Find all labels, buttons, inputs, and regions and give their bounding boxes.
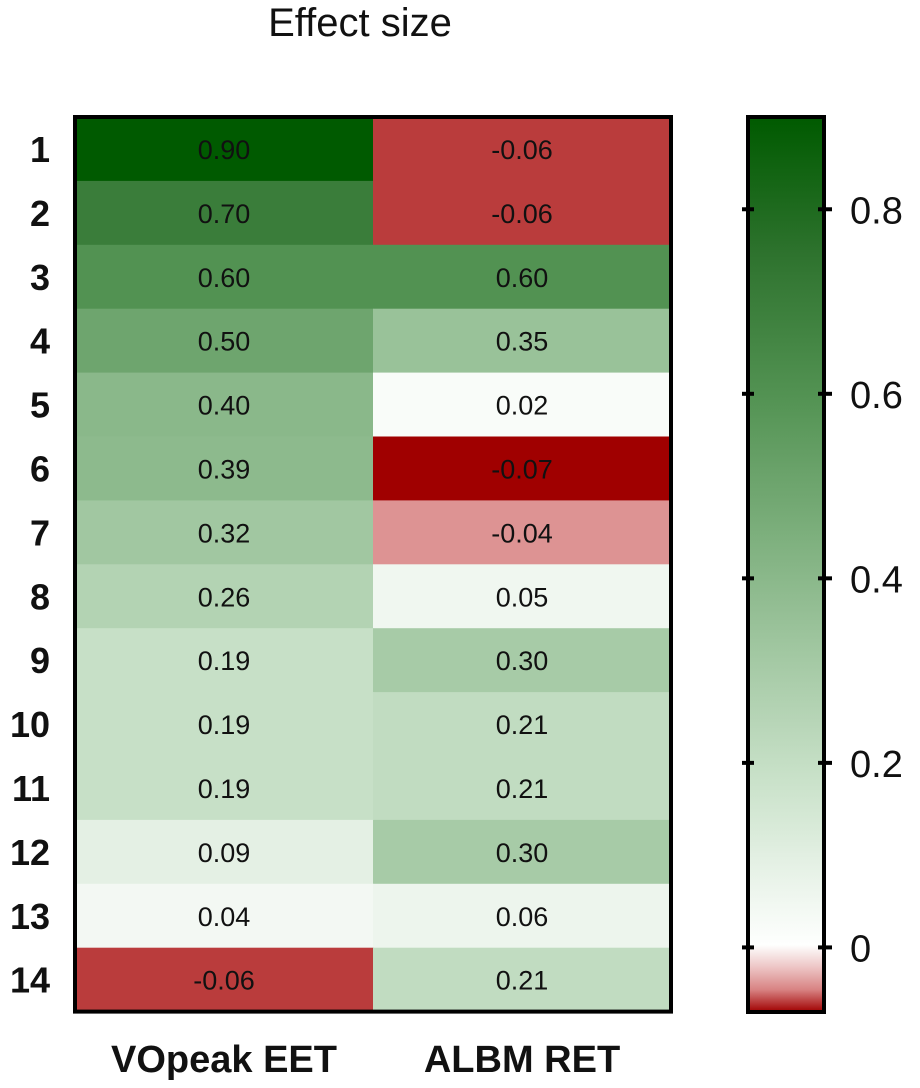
row-label: 12 <box>10 832 50 873</box>
cell-value-label: -0.06 <box>491 135 553 165</box>
heatmap-cell <box>75 436 374 501</box>
colorbar-tick-label: 0.4 <box>850 559 903 601</box>
heatmap-cell <box>75 628 374 693</box>
heatmap-cell <box>75 947 374 1013</box>
row-label: 7 <box>30 512 50 553</box>
colorbar-tick-label: 0.8 <box>850 190 903 232</box>
heatmap-cell <box>373 244 672 310</box>
colorbar-tick-label: 0.2 <box>850 744 903 786</box>
cell-value-label: 0.30 <box>496 646 549 676</box>
cell-value-label: 0.19 <box>198 646 251 676</box>
row-label: 3 <box>30 257 50 298</box>
cell-value-label: -0.07 <box>491 454 553 484</box>
cell-value-label: 0.40 <box>198 391 251 421</box>
row-label: 1 <box>30 129 50 170</box>
cell-value-label: -0.06 <box>193 966 255 996</box>
row-label: 13 <box>10 896 50 937</box>
cell-value-label: 0.35 <box>496 327 549 357</box>
row-label: 8 <box>30 576 50 617</box>
heatmap-cell <box>373 564 672 629</box>
cell-value-label: 0.32 <box>198 518 251 548</box>
row-label: 9 <box>30 640 50 681</box>
heatmap-border <box>73 115 673 1014</box>
colorbar: 0 0.2 0.4 0.6 0.8 <box>742 115 903 1014</box>
heatmap-cell <box>373 947 672 1013</box>
heatmap-cells <box>75 117 672 1013</box>
cell-value-label: 0.04 <box>198 902 251 932</box>
heatmap-cell <box>373 308 672 374</box>
heatmap-cell <box>75 372 374 437</box>
heatmap-cell <box>373 692 672 757</box>
heatmap-cell <box>373 756 672 821</box>
cell-value-label: 0.09 <box>198 838 251 868</box>
cell-value-label: 0.06 <box>496 902 549 932</box>
heatmap-cell <box>75 819 374 885</box>
heatmap-cell <box>75 308 374 374</box>
heatmap-cell <box>75 117 374 182</box>
colorbar-gradient <box>746 115 826 1014</box>
heatmap-cell <box>75 692 374 757</box>
heatmap-cell <box>373 372 672 437</box>
column-labels: VOpeak EET ALBM RET <box>111 1039 620 1081</box>
heatmap-cell <box>373 628 672 693</box>
cell-value-label: 0.26 <box>198 582 251 612</box>
row-label: 11 <box>12 768 50 809</box>
cell-value-label: 0.90 <box>198 135 251 165</box>
cell-value-label: -0.06 <box>491 199 553 229</box>
cell-value-label: 0.60 <box>198 263 251 293</box>
row-label: 6 <box>30 448 50 489</box>
row-label: 14 <box>10 960 50 1001</box>
cell-value-label: 0.50 <box>198 327 251 357</box>
cell-value-label: 0.02 <box>496 391 549 421</box>
heatmap-cell <box>75 564 374 629</box>
cell-value-label: 0.05 <box>496 582 549 612</box>
row-label: 2 <box>30 193 50 234</box>
heatmap-cell <box>75 500 374 565</box>
cell-value-label: 0.21 <box>496 966 549 996</box>
heatmap-cell <box>373 180 672 246</box>
cell-value-label: 0.19 <box>198 774 251 804</box>
colorbar-tick-label: 0 <box>850 928 871 970</box>
colorbar-tick-label: 0.6 <box>850 375 903 417</box>
heatmap-cell <box>373 436 672 501</box>
heatmap-cell <box>373 819 672 885</box>
heatmap-cell-labels: 0.90 -0.06 0.70 -0.06 0.60 0.60 0.50 0.35 0.40 0.… <box>193 135 553 996</box>
heatmap-cell <box>75 180 374 246</box>
heatmap-cell <box>373 500 672 565</box>
cell-value-label: 0.21 <box>496 774 549 804</box>
row-label: 10 <box>10 704 50 745</box>
cell-value-label: -0.04 <box>491 518 553 548</box>
row-label: 4 <box>30 321 50 362</box>
row-label: 5 <box>30 385 50 426</box>
column-label: ALBM RET <box>424 1039 620 1081</box>
cell-value-label: 0.60 <box>496 263 549 293</box>
chart-title: Effect size <box>268 1 452 45</box>
heatmap-cell <box>75 244 374 310</box>
cell-value-label: 0.30 <box>496 838 549 868</box>
cell-value-label: 0.19 <box>198 710 251 740</box>
heatmap-cell <box>75 883 374 949</box>
heatmap-cell <box>373 117 672 182</box>
cell-value-label: 0.39 <box>198 454 251 484</box>
column-label: VOpeak EET <box>111 1039 337 1081</box>
cell-value-label: 0.21 <box>496 710 549 740</box>
heatmap-cell <box>373 883 672 949</box>
cell-value-label: 0.70 <box>198 199 251 229</box>
heatmap-cell <box>75 756 374 821</box>
